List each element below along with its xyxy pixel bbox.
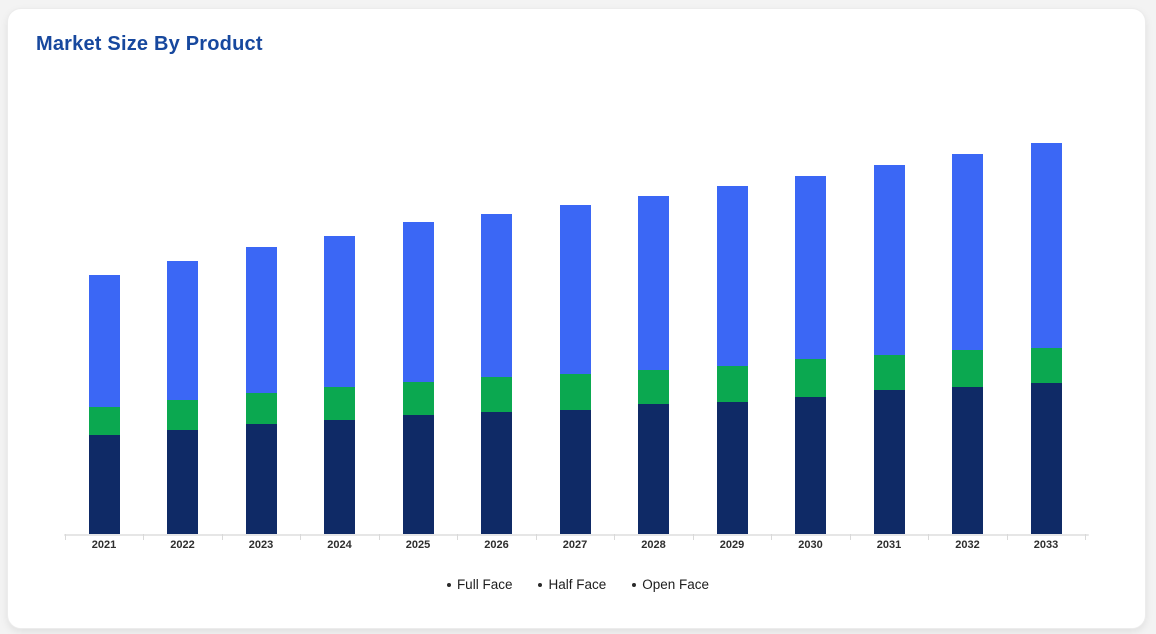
x-axis-tick (928, 534, 930, 540)
bar-2023[interactable] (245, 247, 277, 534)
x-axis-label-2029: 2029 (719, 539, 745, 551)
bar-2030[interactable] (795, 176, 826, 534)
x-axis-tick (1006, 534, 1008, 540)
x-axis-label-2024: 2024 (327, 539, 352, 551)
bar-2031-half-face-segment[interactable] (873, 355, 905, 390)
bar-2024-open-face-segment[interactable] (324, 236, 355, 387)
bar-2031-open-face-segment[interactable] (873, 165, 905, 355)
x-axis-tick (692, 534, 694, 540)
bar-2027-half-face-segment[interactable] (559, 374, 591, 410)
x-axis-tick (457, 534, 459, 540)
x-axis-label-2021: 2021 (91, 539, 117, 551)
legend-bullet-icon (538, 582, 543, 587)
bar-2022-open-face-segment[interactable] (167, 261, 198, 400)
x-axis-tick (378, 534, 380, 540)
bar-2033-half-face-segment[interactable] (1030, 348, 1062, 383)
x-axis-label-2025: 2025 (405, 539, 431, 551)
bar-2029-open-face-segment[interactable] (716, 186, 748, 366)
bar-2031-full-face-segment[interactable] (873, 390, 905, 534)
x-axis-tick (1085, 534, 1087, 540)
x-axis-tick (300, 534, 302, 540)
x-axis-label-2031: 2031 (876, 539, 902, 551)
bar-2029-half-face-segment[interactable] (716, 366, 748, 402)
bar-2025-open-face-segment[interactable] (402, 222, 434, 382)
bar-2023-full-face-segment[interactable] (245, 424, 277, 534)
bar-2025[interactable] (402, 222, 434, 534)
bar-2022-half-face-segment[interactable] (167, 400, 198, 430)
bar-2033-open-face-segment[interactable] (1030, 143, 1062, 348)
bar-2032-half-face-segment[interactable] (952, 350, 983, 387)
x-axis-label-2022: 2022 (170, 539, 195, 551)
bar-2032-open-face-segment[interactable] (952, 154, 983, 350)
bar-2027[interactable] (559, 205, 591, 534)
legend-item-label: Full Face (456, 577, 513, 592)
bar-2028[interactable] (638, 196, 669, 534)
bar-2032[interactable] (952, 154, 983, 534)
bar-2021-open-face-segment[interactable] (88, 275, 120, 407)
legend-item-open-face[interactable]: Open Face (632, 577, 709, 592)
x-axis-tick (535, 534, 537, 540)
x-axis-label-2028: 2028 (641, 539, 666, 551)
x-axis-label-2023: 2023 (248, 539, 274, 551)
x-axis-label-2033: 2033 (1033, 539, 1059, 551)
legend-item-full-face[interactable]: Full Face (446, 577, 513, 592)
x-axis-label-2030: 2030 (798, 539, 823, 551)
x-axis-tick (221, 534, 223, 540)
legend-item-label: Open Face (642, 577, 710, 592)
bar-2033-full-face-segment[interactable] (1030, 383, 1062, 534)
chart-legend: Full Face Half Face Open Face (0, 577, 1156, 592)
bar-2023-half-face-segment[interactable] (245, 393, 277, 424)
bar-2030-half-face-segment[interactable] (795, 359, 826, 397)
x-axis-label-2026: 2026 (484, 539, 509, 551)
bar-2025-half-face-segment[interactable] (402, 382, 434, 415)
bar-2028-full-face-segment[interactable] (638, 404, 669, 534)
bar-2023-open-face-segment[interactable] (245, 247, 277, 393)
bar-2026-half-face-segment[interactable] (481, 377, 512, 412)
x-axis-line (64, 534, 1089, 536)
x-axis-tick (143, 534, 145, 540)
bar-2021-full-face-segment[interactable] (88, 435, 120, 534)
bar-2028-open-face-segment[interactable] (638, 196, 669, 370)
bar-2027-full-face-segment[interactable] (559, 410, 591, 534)
bar-2021[interactable] (88, 275, 120, 534)
bar-2029-full-face-segment[interactable] (716, 402, 748, 534)
chart-title: Market Size By Product (36, 33, 263, 55)
bar-2031[interactable] (873, 165, 905, 534)
bar-2033[interactable] (1030, 143, 1062, 534)
x-axis-label-2027: 2027 (562, 539, 588, 551)
bar-2026-open-face-segment[interactable] (481, 214, 512, 377)
bar-2026[interactable] (481, 214, 512, 534)
legend-item-label: Half Face (548, 577, 607, 592)
x-axis-tick (64, 534, 66, 540)
bar-2021-half-face-segment[interactable] (88, 407, 120, 435)
legend-item-half-face[interactable]: Half Face (538, 577, 606, 592)
bar-2024-full-face-segment[interactable] (324, 420, 355, 534)
bar-2029[interactable] (716, 186, 748, 534)
bar-2030-full-face-segment[interactable] (795, 397, 826, 534)
x-axis-label-2032: 2032 (955, 539, 980, 551)
x-axis-tick (849, 534, 851, 540)
bar-2025-full-face-segment[interactable] (402, 415, 434, 534)
bar-2026-full-face-segment[interactable] (481, 412, 512, 534)
bar-2024-half-face-segment[interactable] (324, 387, 355, 420)
x-axis-tick (771, 534, 773, 540)
legend-bullet-icon (446, 582, 451, 587)
bar-2022-full-face-segment[interactable] (167, 430, 198, 534)
bar-2027-open-face-segment[interactable] (559, 205, 591, 374)
bar-2022[interactable] (167, 261, 198, 534)
x-axis-tick (614, 534, 616, 540)
bar-2024[interactable] (324, 236, 355, 534)
legend-bullet-icon (632, 582, 637, 587)
bar-2030-open-face-segment[interactable] (795, 176, 826, 359)
bar-2032-full-face-segment[interactable] (952, 387, 983, 534)
bar-2028-half-face-segment[interactable] (638, 370, 669, 404)
